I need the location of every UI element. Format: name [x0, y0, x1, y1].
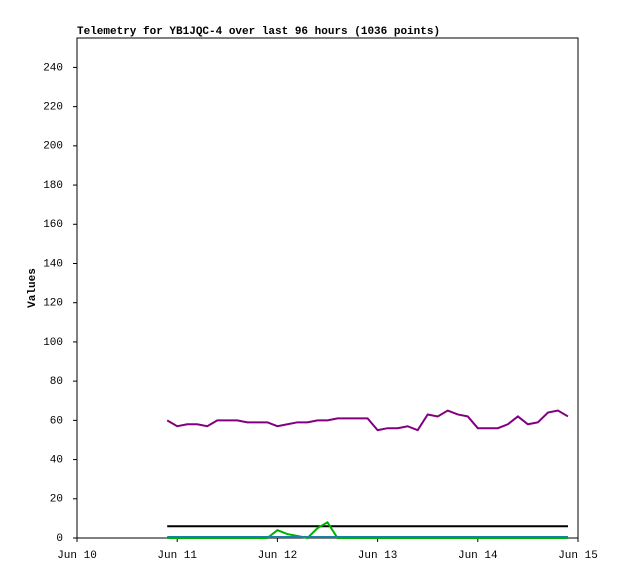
y-tick-label: 220 — [43, 102, 63, 114]
chart-title: Telemetry for YB1JQC-4 over last 96 hour… — [77, 26, 440, 38]
series-line — [167, 520, 568, 540]
y-tick-label: 40 — [50, 454, 63, 466]
y-tick-label: 20 — [50, 494, 63, 506]
series-line — [166, 409, 569, 432]
y-tick-label: 0 — [56, 533, 63, 545]
x-tick-label: Jun 13 — [358, 550, 398, 562]
y-tick-label: 140 — [43, 258, 63, 270]
y-tick-label: 60 — [50, 415, 63, 427]
y-tick-label: 160 — [43, 219, 63, 231]
y-tick-label: 80 — [50, 376, 63, 388]
y-tick-label: 100 — [43, 337, 63, 349]
y-tick-label: 180 — [43, 180, 63, 192]
x-tick-label: Jun 10 — [57, 550, 97, 562]
x-tick-label: Jun 14 — [458, 550, 498, 562]
plot-frame — [76, 37, 579, 539]
y-tick-label: 120 — [43, 298, 63, 310]
x-tick-label: Jun 11 — [157, 550, 197, 562]
x-tick-label: Jun 12 — [258, 550, 298, 562]
y-axis-label: Values — [27, 268, 39, 308]
x-tick-label: Jun 15 — [558, 550, 598, 562]
y-tick-label: 240 — [43, 62, 63, 74]
y-tick-label: 200 — [43, 141, 63, 153]
